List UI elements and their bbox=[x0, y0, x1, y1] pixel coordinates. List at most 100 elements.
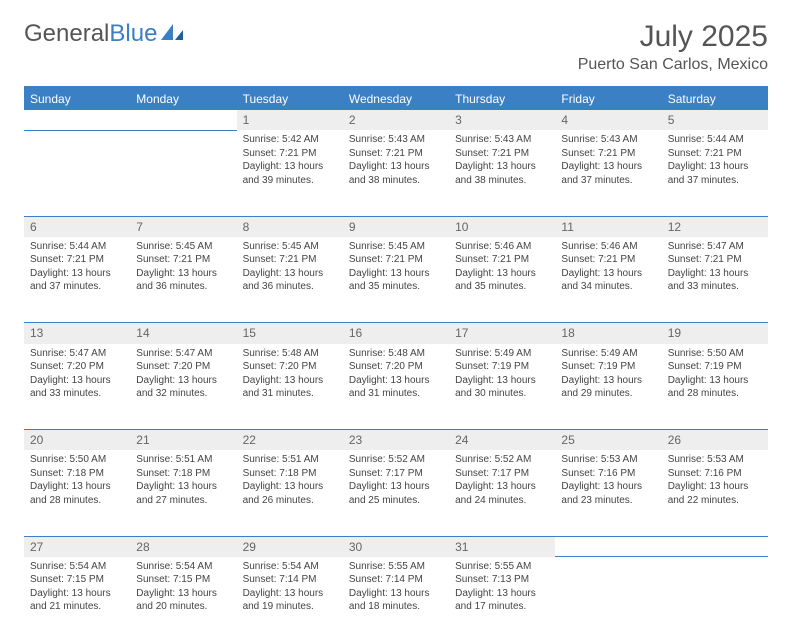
weekday-header: Monday bbox=[130, 87, 236, 110]
daylight-line: Daylight: 13 hours and 27 minutes. bbox=[136, 480, 230, 507]
calendar-table: Sunday Monday Tuesday Wednesday Thursday… bbox=[24, 86, 768, 643]
sunset-line: Sunset: 7:20 PM bbox=[30, 360, 124, 374]
sunrise-line: Sunrise: 5:47 AM bbox=[136, 347, 230, 361]
sunrise-line: Sunrise: 5:45 AM bbox=[243, 240, 337, 254]
day-content-cell: Sunrise: 5:52 AMSunset: 7:17 PMDaylight:… bbox=[449, 450, 555, 536]
day-number-cell: 29 bbox=[237, 536, 343, 557]
sunset-line: Sunset: 7:16 PM bbox=[561, 467, 655, 481]
day-content-cell: Sunrise: 5:47 AMSunset: 7:21 PMDaylight:… bbox=[662, 237, 768, 323]
day-content-cell: Sunrise: 5:49 AMSunset: 7:19 PMDaylight:… bbox=[449, 344, 555, 430]
day-content-cell: Sunrise: 5:48 AMSunset: 7:20 PMDaylight:… bbox=[237, 344, 343, 430]
daylight-line: Daylight: 13 hours and 28 minutes. bbox=[30, 480, 124, 507]
daylight-line: Daylight: 13 hours and 33 minutes. bbox=[668, 267, 762, 294]
sunset-line: Sunset: 7:21 PM bbox=[668, 147, 762, 161]
day-number-cell: 5 bbox=[662, 110, 768, 130]
weekday-header: Thursday bbox=[449, 87, 555, 110]
daylight-line: Daylight: 13 hours and 31 minutes. bbox=[349, 374, 443, 401]
sunrise-line: Sunrise: 5:43 AM bbox=[561, 133, 655, 147]
day-number-cell bbox=[662, 536, 768, 557]
month-title: July 2025 bbox=[578, 20, 768, 54]
sunset-line: Sunset: 7:18 PM bbox=[243, 467, 337, 481]
logo-word1: General bbox=[24, 20, 109, 47]
sunrise-line: Sunrise: 5:45 AM bbox=[136, 240, 230, 254]
sunrise-line: Sunrise: 5:44 AM bbox=[668, 133, 762, 147]
sunset-line: Sunset: 7:21 PM bbox=[349, 147, 443, 161]
sunrise-line: Sunrise: 5:55 AM bbox=[349, 560, 443, 574]
sunset-line: Sunset: 7:16 PM bbox=[668, 467, 762, 481]
day-number-cell: 20 bbox=[24, 430, 130, 451]
sunrise-line: Sunrise: 5:53 AM bbox=[561, 453, 655, 467]
weekday-header: Saturday bbox=[662, 87, 768, 110]
sunrise-line: Sunrise: 5:44 AM bbox=[30, 240, 124, 254]
sunset-line: Sunset: 7:17 PM bbox=[455, 467, 549, 481]
weekday-header: Sunday bbox=[24, 87, 130, 110]
day-number-cell: 13 bbox=[24, 323, 130, 344]
daynum-row: 6789101112 bbox=[24, 216, 768, 237]
sunrise-line: Sunrise: 5:51 AM bbox=[243, 453, 337, 467]
day-number-cell bbox=[130, 110, 236, 130]
day-content-cell: Sunrise: 5:51 AMSunset: 7:18 PMDaylight:… bbox=[130, 450, 236, 536]
day-content-cell: Sunrise: 5:44 AMSunset: 7:21 PMDaylight:… bbox=[662, 130, 768, 216]
day-content-cell: Sunrise: 5:47 AMSunset: 7:20 PMDaylight:… bbox=[24, 344, 130, 430]
sunrise-line: Sunrise: 5:52 AM bbox=[455, 453, 549, 467]
daylight-line: Daylight: 13 hours and 37 minutes. bbox=[668, 160, 762, 187]
day-content-cell: Sunrise: 5:54 AMSunset: 7:15 PMDaylight:… bbox=[24, 557, 130, 643]
day-content-cell: Sunrise: 5:53 AMSunset: 7:16 PMDaylight:… bbox=[555, 450, 661, 536]
day-number-cell: 22 bbox=[237, 430, 343, 451]
sunset-line: Sunset: 7:19 PM bbox=[561, 360, 655, 374]
day-number-cell: 2 bbox=[343, 110, 449, 130]
daylight-line: Daylight: 13 hours and 19 minutes. bbox=[243, 587, 337, 614]
daylight-line: Daylight: 13 hours and 35 minutes. bbox=[349, 267, 443, 294]
title-block: July 2025 Puerto San Carlos, Mexico bbox=[578, 20, 768, 74]
sunset-line: Sunset: 7:17 PM bbox=[349, 467, 443, 481]
sunrise-line: Sunrise: 5:45 AM bbox=[349, 240, 443, 254]
daylight-line: Daylight: 13 hours and 33 minutes. bbox=[30, 374, 124, 401]
sunset-line: Sunset: 7:20 PM bbox=[243, 360, 337, 374]
day-content-cell: Sunrise: 5:54 AMSunset: 7:15 PMDaylight:… bbox=[130, 557, 236, 643]
day-number-cell: 14 bbox=[130, 323, 236, 344]
sunrise-line: Sunrise: 5:48 AM bbox=[349, 347, 443, 361]
sunrise-line: Sunrise: 5:47 AM bbox=[30, 347, 124, 361]
day-content-cell: Sunrise: 5:43 AMSunset: 7:21 PMDaylight:… bbox=[343, 130, 449, 216]
logo-text: GeneralBlue bbox=[24, 20, 157, 48]
day-number-cell: 4 bbox=[555, 110, 661, 130]
day-number-cell: 9 bbox=[343, 216, 449, 237]
sunset-line: Sunset: 7:14 PM bbox=[349, 573, 443, 587]
day-number-cell: 28 bbox=[130, 536, 236, 557]
daynum-row: 13141516171819 bbox=[24, 323, 768, 344]
daylight-line: Daylight: 13 hours and 37 minutes. bbox=[30, 267, 124, 294]
daylight-line: Daylight: 13 hours and 34 minutes. bbox=[561, 267, 655, 294]
day-content-cell: Sunrise: 5:49 AMSunset: 7:19 PMDaylight:… bbox=[555, 344, 661, 430]
weekday-header: Wednesday bbox=[343, 87, 449, 110]
sunset-line: Sunset: 7:20 PM bbox=[349, 360, 443, 374]
daylight-line: Daylight: 13 hours and 24 minutes. bbox=[455, 480, 549, 507]
daylight-line: Daylight: 13 hours and 36 minutes. bbox=[136, 267, 230, 294]
day-content-cell: Sunrise: 5:45 AMSunset: 7:21 PMDaylight:… bbox=[130, 237, 236, 323]
sunrise-line: Sunrise: 5:50 AM bbox=[668, 347, 762, 361]
daynum-row: 20212223242526 bbox=[24, 430, 768, 451]
day-content-cell: Sunrise: 5:51 AMSunset: 7:18 PMDaylight:… bbox=[237, 450, 343, 536]
day-number-cell bbox=[24, 110, 130, 130]
sunrise-line: Sunrise: 5:50 AM bbox=[30, 453, 124, 467]
location: Puerto San Carlos, Mexico bbox=[578, 56, 768, 74]
logo-sail-icon bbox=[159, 22, 185, 47]
sunset-line: Sunset: 7:21 PM bbox=[243, 147, 337, 161]
sunrise-line: Sunrise: 5:49 AM bbox=[561, 347, 655, 361]
logo: GeneralBlue bbox=[24, 20, 185, 48]
daylight-line: Daylight: 13 hours and 21 minutes. bbox=[30, 587, 124, 614]
daylight-line: Daylight: 13 hours and 17 minutes. bbox=[455, 587, 549, 614]
day-content-cell: Sunrise: 5:47 AMSunset: 7:20 PMDaylight:… bbox=[130, 344, 236, 430]
daylight-line: Daylight: 13 hours and 36 minutes. bbox=[243, 267, 337, 294]
sunset-line: Sunset: 7:21 PM bbox=[455, 147, 549, 161]
day-number-cell: 27 bbox=[24, 536, 130, 557]
sunrise-line: Sunrise: 5:52 AM bbox=[349, 453, 443, 467]
daylight-line: Daylight: 13 hours and 37 minutes. bbox=[561, 160, 655, 187]
sunrise-line: Sunrise: 5:54 AM bbox=[30, 560, 124, 574]
daylight-line: Daylight: 13 hours and 23 minutes. bbox=[561, 480, 655, 507]
daylight-line: Daylight: 13 hours and 20 minutes. bbox=[136, 587, 230, 614]
day-content-cell bbox=[24, 130, 130, 216]
day-number-cell: 10 bbox=[449, 216, 555, 237]
sunset-line: Sunset: 7:21 PM bbox=[243, 253, 337, 267]
day-content-cell: Sunrise: 5:55 AMSunset: 7:13 PMDaylight:… bbox=[449, 557, 555, 643]
daylight-line: Daylight: 13 hours and 18 minutes. bbox=[349, 587, 443, 614]
